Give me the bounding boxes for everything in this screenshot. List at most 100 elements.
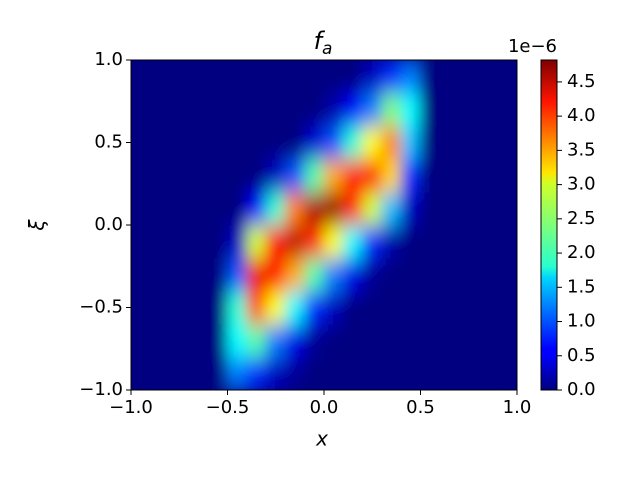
chart-title: fa bbox=[314, 27, 333, 59]
field-cell bbox=[420, 60, 441, 94]
field-cell bbox=[477, 323, 499, 358]
field-cell bbox=[342, 191, 364, 226]
field-cell bbox=[188, 323, 209, 358]
x-tick-label: 1.0 bbox=[503, 397, 532, 418]
field-cell bbox=[439, 125, 460, 160]
field-cell bbox=[477, 158, 499, 193]
field-cell bbox=[362, 356, 383, 390]
field-cell bbox=[188, 191, 209, 226]
field-cell bbox=[342, 60, 364, 94]
y-tick-label: 1.0 bbox=[94, 49, 123, 70]
field-cell bbox=[381, 125, 402, 160]
field-cell bbox=[420, 290, 441, 325]
field-cell bbox=[477, 60, 499, 94]
field-cell bbox=[149, 125, 171, 160]
field-cell bbox=[304, 224, 325, 259]
field-cell bbox=[304, 92, 325, 127]
colorbar-offset-label: 1e−6 bbox=[508, 36, 557, 57]
field-cell bbox=[188, 158, 209, 193]
field-cell bbox=[149, 92, 171, 127]
field-cell bbox=[131, 356, 151, 390]
field-cell bbox=[131, 257, 151, 292]
field-cell bbox=[400, 191, 421, 226]
field-cell bbox=[246, 125, 267, 160]
field-cell bbox=[420, 158, 441, 193]
field-cell bbox=[304, 125, 325, 160]
field-cell bbox=[381, 290, 402, 325]
field-cell bbox=[169, 257, 190, 292]
field-cell bbox=[400, 92, 421, 127]
colorbar-tick-label: 2.5 bbox=[567, 208, 596, 229]
field-cell bbox=[497, 224, 517, 259]
field-cell bbox=[381, 323, 402, 358]
y-axis-label: ξ bbox=[25, 219, 49, 232]
field-cell bbox=[284, 224, 306, 259]
field-cell bbox=[362, 125, 383, 160]
field-cell bbox=[169, 191, 190, 226]
field-cell bbox=[381, 158, 402, 193]
field-cell bbox=[131, 60, 151, 94]
field-cell bbox=[400, 356, 421, 390]
field-cell bbox=[207, 158, 228, 193]
field-cell bbox=[497, 323, 517, 358]
colorbar-tick-label: 0.5 bbox=[567, 345, 596, 366]
field-cell bbox=[477, 224, 499, 259]
colorbar-tick-label: 3.5 bbox=[567, 139, 596, 160]
y-tick-label: −1.0 bbox=[79, 379, 123, 400]
field-cell bbox=[284, 290, 306, 325]
field-cell bbox=[342, 92, 364, 127]
field-cell bbox=[188, 92, 209, 127]
field-cell bbox=[323, 356, 344, 390]
field-cell bbox=[246, 92, 267, 127]
field-cell bbox=[265, 290, 286, 325]
field-cell bbox=[362, 92, 383, 127]
field-cell bbox=[439, 92, 460, 127]
field-cell bbox=[207, 224, 228, 259]
field-cell bbox=[304, 323, 325, 358]
y-tick-label: −0.5 bbox=[79, 297, 123, 318]
y-tick-label: 0.5 bbox=[94, 132, 123, 153]
field-cell bbox=[458, 125, 479, 160]
field-cell bbox=[362, 224, 383, 259]
field-cell bbox=[149, 191, 171, 226]
field-cell bbox=[188, 224, 209, 259]
field-cell bbox=[362, 60, 383, 94]
field-cell bbox=[265, 125, 286, 160]
field-cell bbox=[227, 257, 248, 292]
field-cell bbox=[420, 323, 441, 358]
field-cell bbox=[458, 92, 479, 127]
field-cell bbox=[227, 191, 248, 226]
field-cell bbox=[149, 323, 171, 358]
field-cell bbox=[362, 257, 383, 292]
colorbar-tick-label: 4.5 bbox=[567, 71, 596, 92]
field-cell bbox=[458, 224, 479, 259]
field-cell bbox=[169, 356, 190, 390]
field-cell bbox=[227, 125, 248, 160]
field-cell bbox=[477, 191, 499, 226]
field-cell bbox=[246, 290, 267, 325]
field-cell bbox=[304, 290, 325, 325]
field-cell bbox=[458, 191, 479, 226]
field-cell bbox=[265, 191, 286, 226]
field-cell bbox=[207, 191, 228, 226]
field-cell bbox=[381, 60, 402, 94]
field-cell bbox=[400, 224, 421, 259]
field-cell bbox=[246, 60, 267, 94]
field-cell bbox=[131, 224, 151, 259]
field-cell bbox=[169, 125, 190, 160]
field-cell bbox=[207, 257, 228, 292]
field-cell bbox=[207, 290, 228, 325]
field-cell bbox=[400, 290, 421, 325]
field-cell bbox=[131, 158, 151, 193]
field-cell bbox=[131, 92, 151, 127]
field-cell bbox=[323, 290, 344, 325]
field-cell bbox=[227, 60, 248, 94]
field-cell bbox=[381, 257, 402, 292]
title-subscript: a bbox=[322, 39, 332, 59]
field-cell bbox=[265, 323, 286, 358]
field-cell bbox=[227, 290, 248, 325]
field-cell bbox=[207, 323, 228, 358]
y-tick-label: 0.0 bbox=[94, 214, 123, 235]
